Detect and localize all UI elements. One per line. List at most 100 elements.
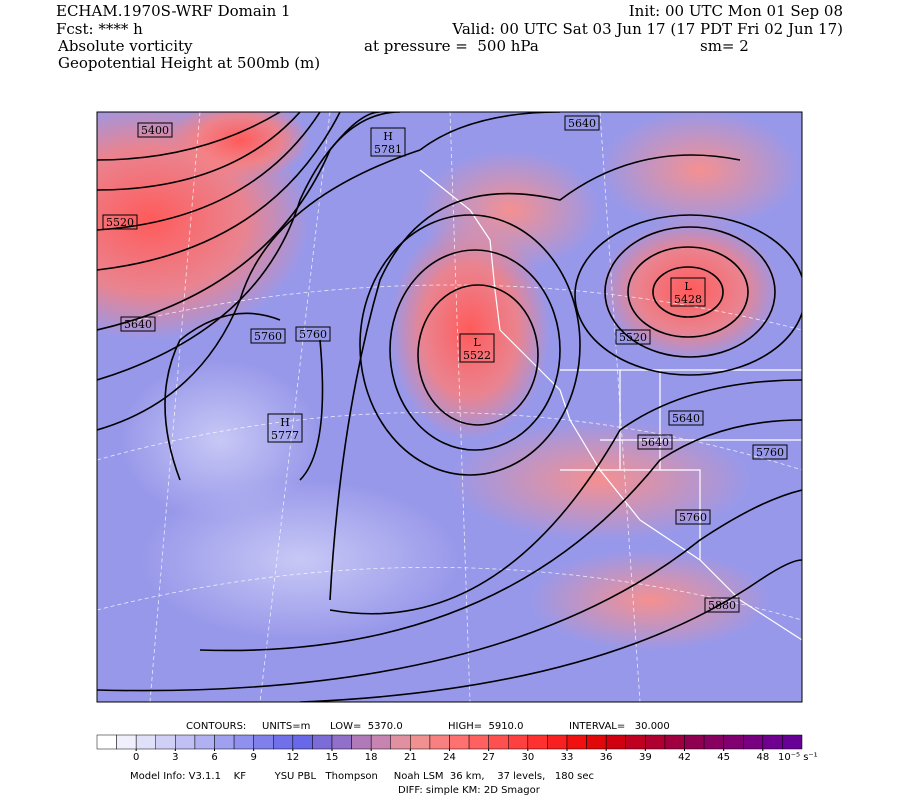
contour-label-box [615, 329, 651, 345]
contour-label-box [704, 597, 740, 613]
colorbar-cell [410, 734, 431, 750]
colorbar-tick-label: 24 [443, 752, 456, 763]
map-frame [96, 111, 803, 703]
colorbar-cell [488, 734, 509, 750]
contour-label-box [668, 410, 704, 426]
contour-label: 5640 [641, 436, 669, 449]
contour-label-box [137, 122, 173, 138]
colorbar-cell [605, 734, 627, 750]
colorbar-cell [96, 734, 117, 750]
colorbar-cell [547, 734, 568, 750]
contour-label-box [295, 326, 331, 342]
colorbar-tick-label: 30 [521, 752, 534, 763]
colorbar-cell [233, 734, 254, 750]
colorbar-cell [312, 734, 333, 750]
colorbar-cell [175, 734, 196, 750]
valid-time: Valid: 00 UTC Sat 03 Jun 17 (17 PDT Fri … [451, 20, 843, 38]
diff-info: DIFF: simple KM: 2D Smagor [398, 785, 541, 796]
contour-label-box [752, 444, 788, 460]
colorbar-cell [762, 734, 783, 750]
contour-label-box [120, 316, 156, 332]
contour-units: UNITS=m [262, 721, 310, 732]
colorbar-cell [292, 734, 313, 750]
colorbar-cell [527, 734, 548, 750]
pressure-center-value: 5781 [374, 143, 402, 156]
colorbar-cell [214, 734, 235, 750]
pressure-center-symbol: H [383, 130, 393, 143]
contour-label-box [250, 328, 286, 344]
contour-low: LOW= 5370.0 [330, 721, 403, 732]
contour-info: CONTOURS: UNITS=m LOW= 5370.0 HIGH= 5910… [186, 721, 670, 732]
pressure: at pressure = 500 hPa [364, 37, 539, 55]
colorbar-cell [253, 734, 274, 750]
model-info: Model Info: V3.1.1 KF YSU PBL Thompson N… [130, 771, 594, 782]
colorbar-tick-label: 42 [678, 752, 691, 763]
header-line: ECHAM.1970S-WRF Domain 1 [56, 2, 291, 20]
colorbar-cell [782, 734, 803, 750]
colorbar-cell [664, 734, 685, 750]
smoothing: sm= 2 [700, 37, 749, 55]
contour-label: 5640 [672, 412, 700, 425]
pressure-center-value: 5777 [271, 429, 299, 442]
contour-label-box [637, 434, 673, 450]
colorbar-cell [508, 734, 529, 750]
colorbar-tick-label: 45 [717, 752, 730, 763]
contour-high: HIGH= 5910.0 [448, 721, 523, 732]
colorbar-cell [723, 734, 744, 750]
pressure-center-value: 5428 [674, 293, 702, 306]
colorbar-tick-label: 12 [286, 752, 299, 763]
pressure-center-box [267, 413, 303, 443]
colorbar-cell [703, 734, 724, 750]
pressure-center-box [670, 277, 706, 307]
header-line: Absolute vorticity [57, 37, 193, 55]
init-time: Init: 00 UTC Mon 01 Sep 08 [629, 2, 843, 20]
pressure-center-box [370, 127, 406, 157]
contour-label: 5400 [141, 124, 169, 137]
colorbar-cell [155, 734, 176, 750]
colorbar-cell [586, 734, 607, 750]
colorbar-tick-label: 39 [639, 752, 652, 763]
contour-label: 5760 [254, 330, 282, 343]
header-line: Geopotential Height at 500mb (m) [58, 54, 320, 72]
colorbar-cell [566, 734, 587, 750]
contour-interval: INTERVAL= 30.000 [569, 721, 670, 732]
contour-label: 5760 [299, 328, 327, 341]
colorbar-cell [390, 734, 411, 750]
colorbar-tick-label: 36 [600, 752, 613, 763]
contour-label: 5520 [106, 216, 134, 229]
contour-label: 5520 [619, 331, 647, 344]
colorbar-tick-label: 27 [482, 752, 495, 763]
pressure-center-symbol: L [684, 280, 692, 293]
colorbar-tick-label: 6 [211, 752, 217, 763]
contour-label: 5880 [708, 599, 736, 612]
colorbar-cell [684, 734, 705, 750]
colorbar-cell [116, 734, 137, 750]
colorbar-cell [351, 734, 372, 750]
colorbar-tick-label: 18 [365, 752, 378, 763]
colorbar-cell [135, 734, 157, 750]
contour-label-box [564, 115, 600, 131]
pressure-center-value: 5522 [463, 349, 491, 362]
colorbar-unit: 10⁻⁵ s⁻¹ [778, 752, 818, 763]
map-field [97, 112, 802, 702]
colorbar-cell [370, 734, 391, 750]
colorbar-cell [429, 734, 450, 750]
colorbar-tick-label: 9 [250, 752, 256, 763]
colorbar-cell [625, 734, 646, 750]
colorbar-cell [468, 734, 489, 750]
colorbar-cell [743, 734, 764, 750]
contour-label: 5640 [124, 318, 152, 331]
colorbar-tick-label: 15 [326, 752, 339, 763]
contour-label: 5640 [568, 117, 596, 130]
contour-label-box [102, 214, 138, 230]
pressure-center-symbol: H [280, 416, 290, 429]
header: ECHAM.1970S-WRF Domain 1 Fcst: **** h Ab… [56, 2, 843, 72]
colorbar-tick-label: 21 [404, 752, 417, 763]
colorbar-cell [273, 734, 294, 750]
pressure-center-symbol: L [473, 336, 481, 349]
contour-label: 5760 [756, 446, 784, 459]
colorbar-tick-label: 0 [133, 752, 139, 763]
contour-label: CONTOURS: [186, 721, 246, 732]
